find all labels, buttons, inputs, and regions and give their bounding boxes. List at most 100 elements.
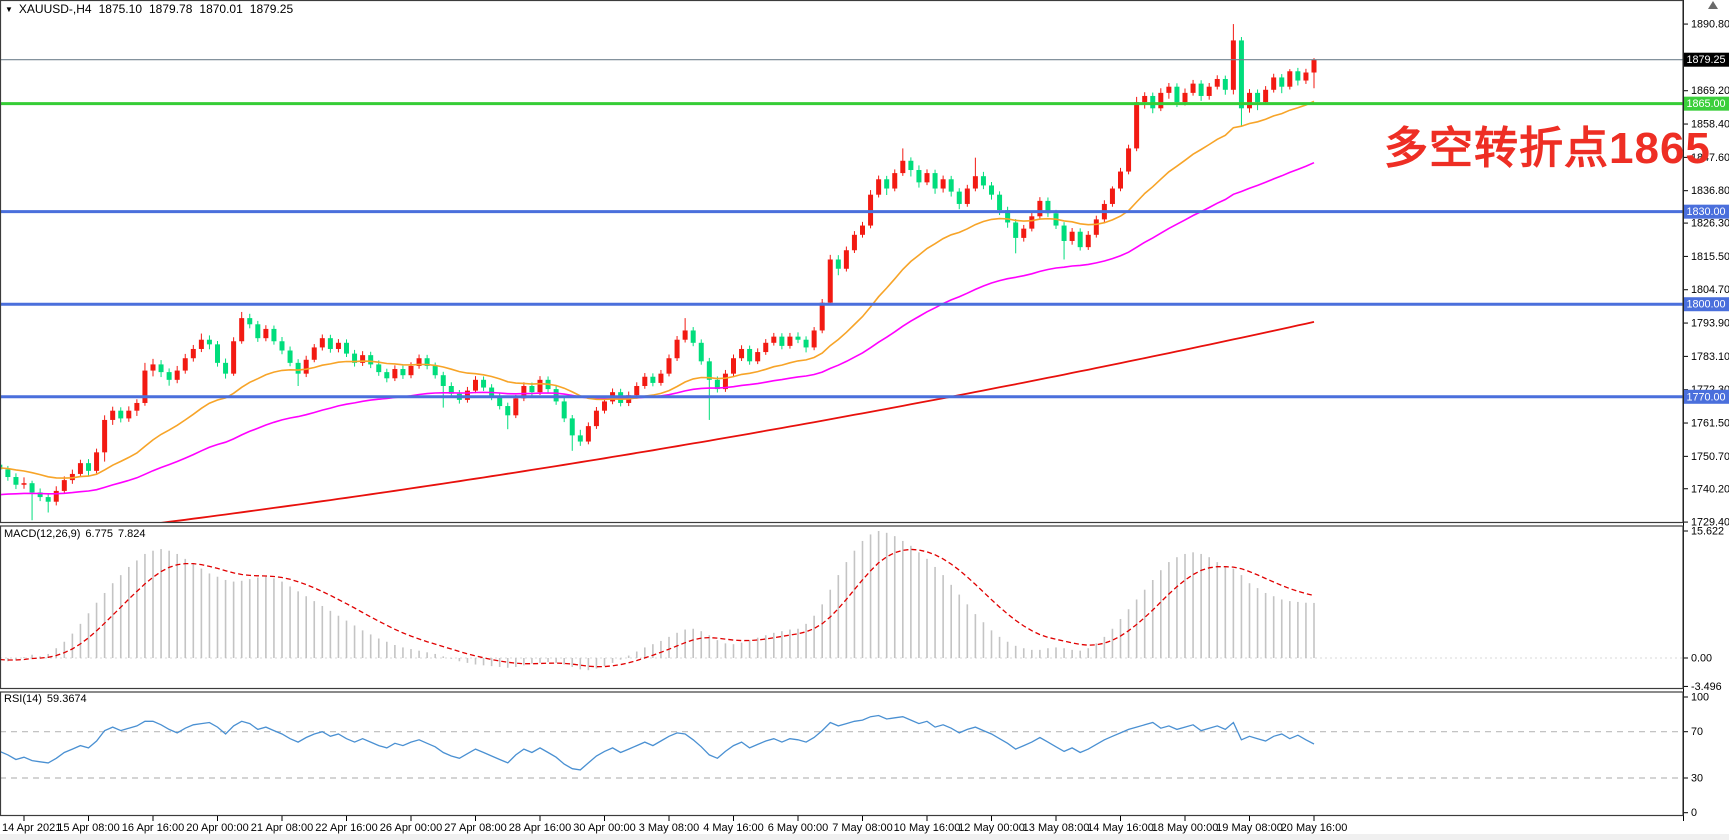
candle-body: [1013, 222, 1019, 238]
time-tick-label: 3 May 08:00: [639, 822, 700, 834]
candle-body: [706, 361, 712, 380]
annotation-text[interactable]: 多空转折点1865: [1384, 124, 1711, 173]
candle-body: [972, 176, 978, 189]
candle-body: [5, 469, 11, 478]
candle-body: [666, 358, 672, 374]
candle-body: [714, 379, 720, 390]
candle-body: [521, 386, 527, 399]
time-tick-label: 21 Apr 08:00: [251, 822, 313, 834]
open-value: 1875.10: [98, 2, 142, 16]
candle-body: [1005, 210, 1011, 223]
time-tick-label: 6 May 00:00: [768, 822, 829, 834]
candle-body: [1287, 71, 1293, 87]
candle-body: [448, 386, 454, 394]
candle-body: [311, 347, 317, 360]
candle-body: [1069, 231, 1075, 241]
candle-body: [335, 342, 341, 349]
price-label-text: 1865.00: [1686, 98, 1725, 110]
candle-body: [142, 370, 148, 403]
candle-body: [771, 336, 777, 343]
candle-body: [884, 179, 890, 189]
time-tick-label: 13 May 08:00: [1023, 822, 1090, 834]
axis-tick-label: 70: [1691, 726, 1703, 738]
price-label-text: 1830.00: [1686, 206, 1725, 218]
axis-tick-label: 1740.20: [1691, 483, 1729, 495]
candle-body: [731, 358, 736, 374]
horizontal-levels-layer: [0, 59, 1683, 399]
candle-body: [682, 330, 688, 340]
price-label-box: [1684, 297, 1729, 312]
axis-tick-label: 100: [1691, 692, 1709, 704]
time-tick-label: 16 Apr 16:00: [122, 822, 184, 834]
candle-body: [513, 398, 519, 416]
candle-body: [980, 176, 986, 186]
rsi-indicator-label: RSI(14) 59.3674: [4, 693, 92, 705]
macd-indicator-label: MACD(12,26,9) 6.775 7.824: [4, 528, 150, 540]
candle-body: [134, 402, 140, 411]
candle-body: [585, 426, 591, 442]
candle-body: [223, 362, 229, 374]
candle-body: [908, 160, 914, 171]
price-label-text: 1770.00: [1686, 391, 1725, 403]
candle-body: [1126, 148, 1132, 172]
axis-tick-label: 1793.90: [1691, 318, 1729, 330]
candle-body: [295, 362, 301, 374]
candle-body: [1198, 83, 1204, 96]
candle-body: [255, 324, 261, 339]
candle-body: [45, 497, 51, 502]
candle-body: [1206, 86, 1212, 96]
candle-body: [1037, 200, 1043, 217]
candle-body: [1077, 231, 1083, 248]
macd-axis: 15.622 0.00 -3.496: [1683, 526, 1724, 693]
axis-tick-label: 1804.70: [1691, 284, 1729, 296]
candle-body: [1109, 188, 1115, 204]
candle-body: [263, 328, 269, 339]
candle-body: [811, 330, 817, 348]
axis-tick-label: 0.00: [1691, 653, 1712, 665]
candle-body: [1311, 59, 1317, 73]
candle-body: [577, 435, 583, 442]
candle-body: [110, 410, 116, 420]
candle-body: [739, 348, 745, 359]
symbol-dropdown-icon[interactable]: ▼: [5, 5, 13, 14]
candle-body: [1182, 92, 1188, 103]
time-tick-label: 18 May 00:00: [1152, 822, 1219, 834]
axis-tick-label: 1826.30: [1691, 218, 1729, 230]
time-tick-label: 20 May 16:00: [1281, 822, 1348, 834]
axis-tick-label: 1858.40: [1691, 119, 1729, 131]
candle-body: [1158, 92, 1164, 109]
candle-body: [690, 330, 696, 343]
candle-body: [166, 372, 172, 380]
candle-body: [206, 339, 212, 345]
candle-body: [1166, 86, 1172, 93]
candle-body: [1150, 95, 1156, 109]
chart-shift-marker-icon[interactable]: [1708, 1, 1718, 9]
candle-body: [271, 328, 277, 342]
candle-body: [368, 355, 374, 365]
candle-body: [747, 348, 753, 362]
candle-body: [529, 386, 535, 393]
time-tick-label: 10 May 16:00: [894, 822, 961, 834]
candle-body: [642, 376, 648, 387]
candle-body: [464, 390, 470, 400]
time-tick-label: 28 Apr 16:00: [509, 822, 571, 834]
macd-signal-line: [1, 548, 1315, 668]
candle-body: [803, 339, 809, 348]
macd-name: MACD(12,26,9): [4, 528, 81, 540]
price-label-text: 1800.00: [1686, 299, 1725, 311]
candle-body: [787, 336, 793, 346]
candle-body: [1118, 171, 1123, 189]
rsi-pane: [1, 714, 1682, 779]
axis-tick-label: 0: [1691, 807, 1697, 819]
candle-body: [964, 188, 970, 204]
candle-body: [279, 341, 285, 351]
candle-body: [900, 160, 906, 174]
time-tick-label: 19 May 08:00: [1216, 822, 1283, 834]
price-label-box: [1684, 96, 1729, 111]
axis-tick-label: 1783.10: [1691, 351, 1729, 363]
candle-body: [473, 379, 478, 391]
time-tick-label: 26 Apr 00:00: [380, 822, 442, 834]
candle-body: [303, 359, 309, 374]
candle-body: [53, 490, 59, 502]
